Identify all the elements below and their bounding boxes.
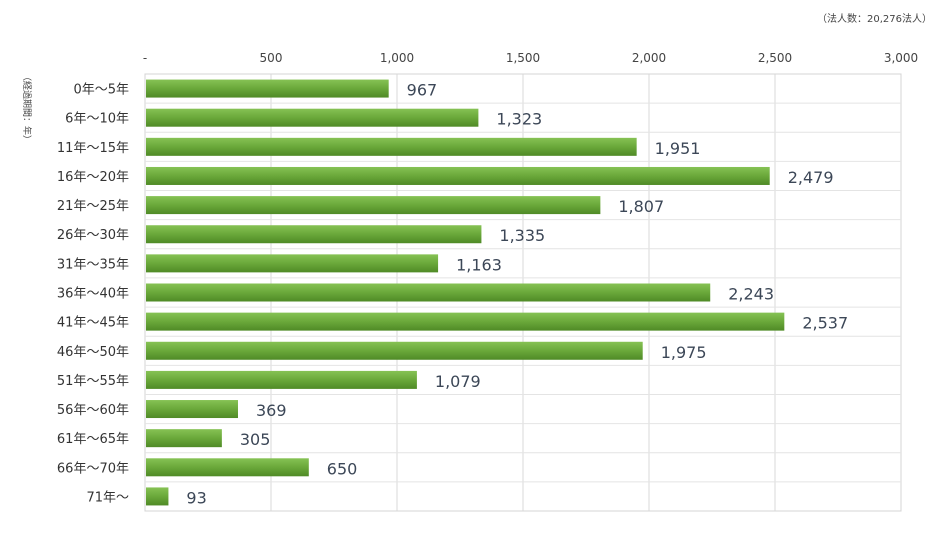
data-label: 967 bbox=[407, 81, 438, 100]
bar bbox=[146, 166, 770, 185]
category-label: 71年～ bbox=[86, 490, 129, 505]
x-tick-label: 1,500 bbox=[506, 51, 540, 65]
category-label: 21年～25年 bbox=[57, 199, 129, 214]
data-label: 2,537 bbox=[802, 314, 848, 333]
category-label: 41年～45年 bbox=[57, 316, 129, 331]
x-tick-label: 1,000 bbox=[380, 51, 414, 65]
x-tick-label: 500 bbox=[260, 51, 283, 65]
data-label: 2,479 bbox=[788, 168, 834, 187]
count-note: （法人数：20,276法人） bbox=[817, 12, 932, 25]
category-label: 61年～65年 bbox=[57, 432, 129, 447]
bars bbox=[146, 79, 785, 506]
data-label: 650 bbox=[327, 459, 358, 478]
category-label: 66年～70年 bbox=[57, 461, 129, 476]
data-label: 1,163 bbox=[456, 255, 502, 274]
bar bbox=[146, 283, 711, 302]
x-tick-label: 2,500 bbox=[758, 51, 792, 65]
bar bbox=[146, 487, 169, 506]
x-axis: - 500 1,000 1,500 2,000 2,500 3,000 bbox=[143, 51, 918, 65]
bar bbox=[146, 254, 439, 273]
category-label: 0年～5年 bbox=[73, 83, 129, 98]
category-label: 56年～60年 bbox=[57, 403, 129, 418]
category-label: 26年～30年 bbox=[57, 228, 129, 243]
category-label: 36年～40年 bbox=[57, 287, 129, 302]
x-tick-label: 3,000 bbox=[884, 51, 918, 65]
bar bbox=[146, 370, 417, 389]
data-label: 305 bbox=[240, 430, 271, 449]
category-label: 16年～20年 bbox=[57, 170, 129, 185]
y-axis-label: （経過期間：年） bbox=[21, 72, 33, 144]
bar bbox=[146, 225, 482, 244]
data-label: 1,323 bbox=[496, 110, 542, 129]
bar bbox=[146, 429, 222, 448]
x-tick-label: - bbox=[143, 51, 147, 65]
data-label: 1,975 bbox=[661, 343, 707, 362]
category-label: 11年～15年 bbox=[57, 141, 129, 156]
value-labels: 967 1,323 1,951 2,479 1,807 1,335 1,163 2,243 2,… bbox=[186, 81, 848, 508]
data-label: 1,335 bbox=[499, 226, 545, 245]
data-label: 1,951 bbox=[655, 139, 701, 158]
category-label: 46年～50年 bbox=[57, 345, 129, 360]
bar bbox=[146, 400, 238, 419]
bar bbox=[146, 79, 389, 98]
bar bbox=[146, 137, 637, 156]
data-label: 1,807 bbox=[618, 197, 664, 216]
bar bbox=[146, 312, 785, 331]
bar bbox=[146, 458, 309, 477]
bar bbox=[146, 341, 643, 360]
category-label: 51年～55年 bbox=[57, 374, 129, 389]
data-label: 369 bbox=[256, 401, 287, 420]
data-label: 93 bbox=[186, 488, 206, 507]
category-label: 6年～10年 bbox=[65, 112, 129, 127]
bar bbox=[146, 108, 479, 127]
x-tick-label: 2,000 bbox=[632, 51, 666, 65]
data-label: 1,079 bbox=[435, 372, 481, 391]
y-axis: 0年～5年 6年～10年 11年～15年 16年～20年 21年～25年 26年～30年 3… bbox=[57, 83, 129, 506]
data-label: 2,243 bbox=[728, 285, 774, 304]
bar bbox=[146, 196, 601, 215]
category-label: 31年～35年 bbox=[57, 257, 129, 272]
